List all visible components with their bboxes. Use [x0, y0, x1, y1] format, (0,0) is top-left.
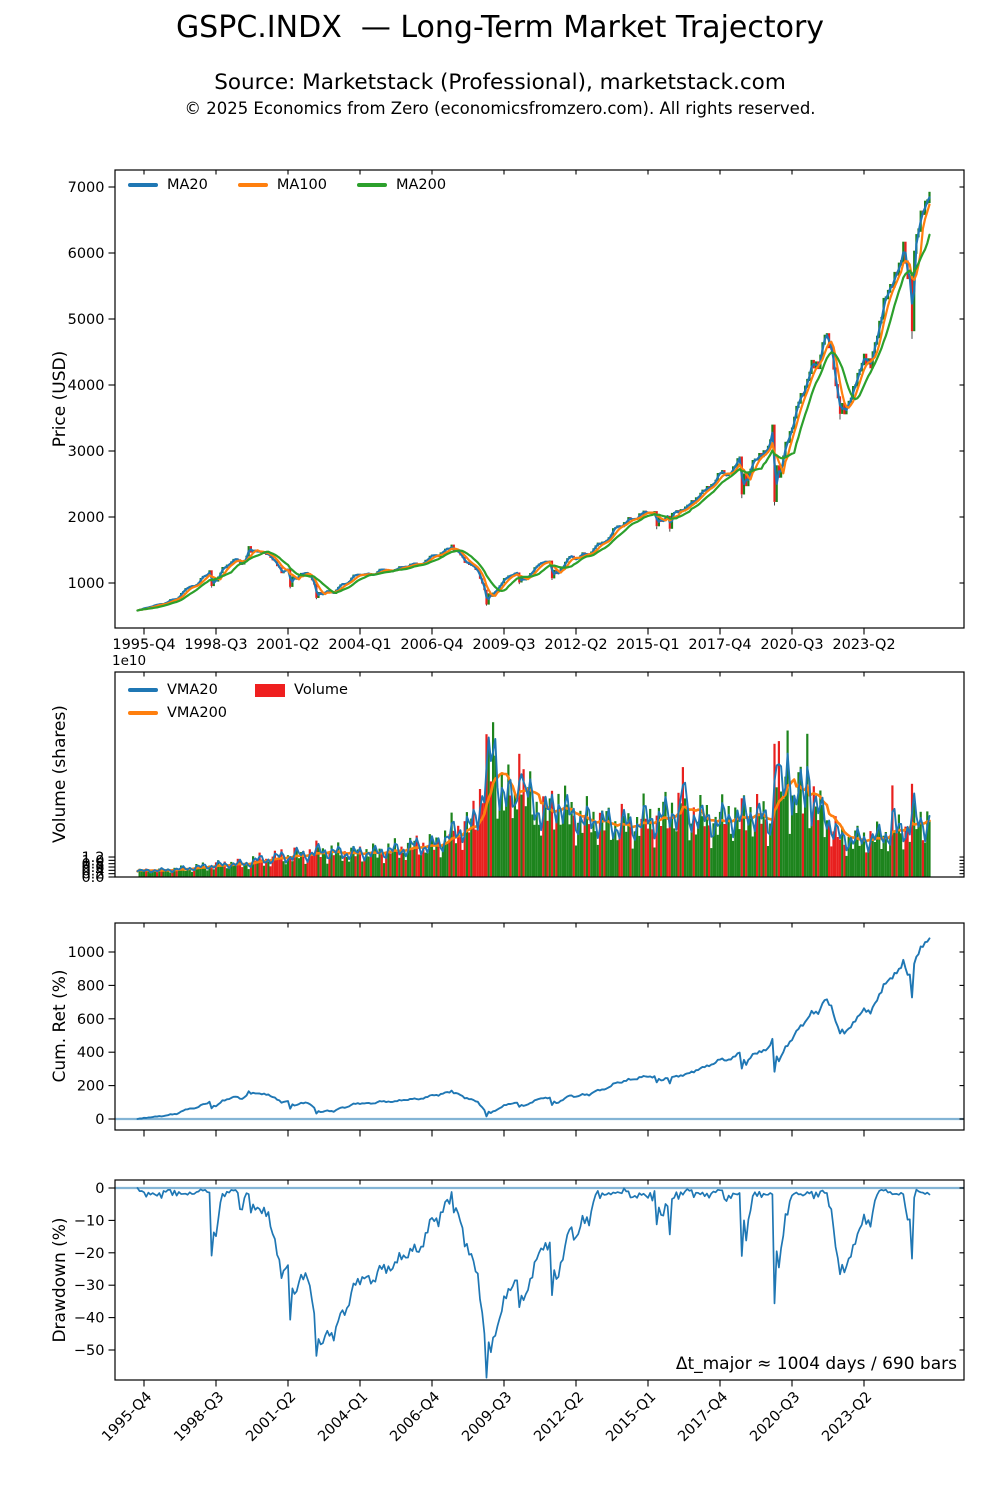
volume-bars-legend-item: Volume — [255, 682, 348, 698]
y-tick-label: 0 — [95, 1181, 104, 1197]
y-tick-label: 1.2 — [81, 850, 104, 866]
figure-title: GSPC.INDX — Long-Term Market Trajectory — [175, 10, 825, 45]
y-tick-label: 1.0 — [81, 853, 104, 869]
vma200-legend-label: VMA200 — [167, 705, 228, 721]
ma100-legend-label: MA100 — [276, 177, 327, 193]
y-tick-label: 600 — [77, 1012, 105, 1028]
x-tick-label: 1998-Q3 — [184, 637, 247, 653]
volume-ma-lines — [136, 736, 931, 874]
y-tick-label: 1000 — [68, 576, 105, 592]
price-axis-label: Price (USD) — [50, 350, 70, 448]
vma200-legend-item: VMA200 — [128, 705, 227, 721]
volume-legend-col1: VMA20 VMA200 — [128, 682, 227, 721]
y-tick-label: 400 — [77, 1045, 105, 1061]
y-tick-label: 4000 — [68, 378, 105, 394]
x-tick-label: 2012-Q2 — [544, 637, 607, 653]
y-tick-label: −40 — [74, 1311, 105, 1327]
y-tick-label: 2000 — [68, 510, 105, 526]
y-tick-label: 5000 — [68, 312, 105, 328]
vma20-line-swatch — [128, 688, 158, 692]
vma20-legend-label: VMA20 — [167, 682, 218, 698]
volume-patch-swatch — [255, 683, 286, 697]
figure-subtitle: Source: Marketstack (Professional), mark… — [214, 70, 786, 95]
y-tick-label: 0.8 — [81, 857, 104, 873]
y-tick-label: 0.6 — [81, 860, 104, 876]
y-tick-label: −30 — [74, 1278, 105, 1294]
volume-legend-col2: Volume — [255, 682, 348, 698]
ma200-legend-label: MA200 — [396, 177, 447, 193]
ma100-line-swatch — [237, 183, 268, 187]
y-tick-label: 0.2 — [81, 867, 104, 883]
ma200-legend-item: MA200 — [357, 177, 446, 193]
ma20-legend-item: MA20 — [128, 177, 208, 193]
x-tick-label: 2017-Q4 — [688, 637, 751, 653]
volume-bars — [138, 722, 931, 877]
dt-major-annotation: Δt_major ≈ 1004 days / 690 bars — [675, 1354, 957, 1374]
ma200-line-swatch — [357, 183, 387, 187]
x-tick-label: 2004-Q1 — [328, 637, 391, 653]
x-tick-label: 2015-Q1 — [616, 637, 679, 653]
y-tick-label: 0.4 — [81, 863, 104, 879]
x-tick-label: 2009-Q3 — [472, 637, 535, 653]
cumret-plot — [115, 937, 964, 1121]
cumret-axis-label: Cum. Ret (%) — [50, 969, 70, 1083]
ma100-legend-item: MA100 — [237, 177, 327, 193]
moving-average-lines — [136, 196, 931, 612]
price-candle-wicks — [211, 331, 913, 606]
x-tick-label: 2023-Q2 — [832, 637, 895, 653]
y-tick-label: −50 — [74, 1343, 105, 1359]
y-tick-label: 800 — [77, 978, 105, 994]
ma20-line-swatch — [128, 183, 158, 187]
drawdown-axis-label: Drawdown (%) — [50, 1217, 70, 1343]
drawdown-plot — [115, 1186, 964, 1379]
y-tick-label: 0.0 — [81, 870, 104, 886]
x-tick-label: 2001-Q2 — [256, 637, 319, 653]
x-tick-label: 1995-Q4 — [112, 637, 175, 653]
volume-legend-label: Volume — [294, 682, 348, 698]
price-legend: MA20 MA100 MA200 — [128, 177, 446, 193]
y-tick-label: 6000 — [68, 246, 105, 262]
price-candles — [138, 191, 931, 611]
y-tick-label: 0 — [95, 1112, 104, 1128]
figure-copyright: © 2025 Economics from Zero (economicsfro… — [184, 99, 816, 118]
volume-legend: VMA20 VMA200 Volume — [128, 682, 348, 721]
y-tick-label: −10 — [74, 1213, 105, 1229]
y-tick-label: 1000 — [68, 945, 105, 961]
vma20-legend-item: VMA20 — [128, 682, 227, 698]
ma20-legend-label: MA20 — [167, 177, 208, 193]
y-tick-label: 200 — [77, 1079, 105, 1095]
y-tick-label: 3000 — [68, 444, 105, 460]
x-tick-label: 2020-Q3 — [760, 637, 823, 653]
y-tick-label: 7000 — [68, 180, 105, 196]
y-tick-label: −20 — [74, 1246, 105, 1262]
volume-axis-label: Volume (shares) — [50, 705, 70, 843]
x-tick-label: 2006-Q4 — [400, 637, 463, 653]
vma200-line-swatch — [128, 711, 158, 715]
volume-scale-offset-text: 1e10 — [112, 653, 147, 669]
